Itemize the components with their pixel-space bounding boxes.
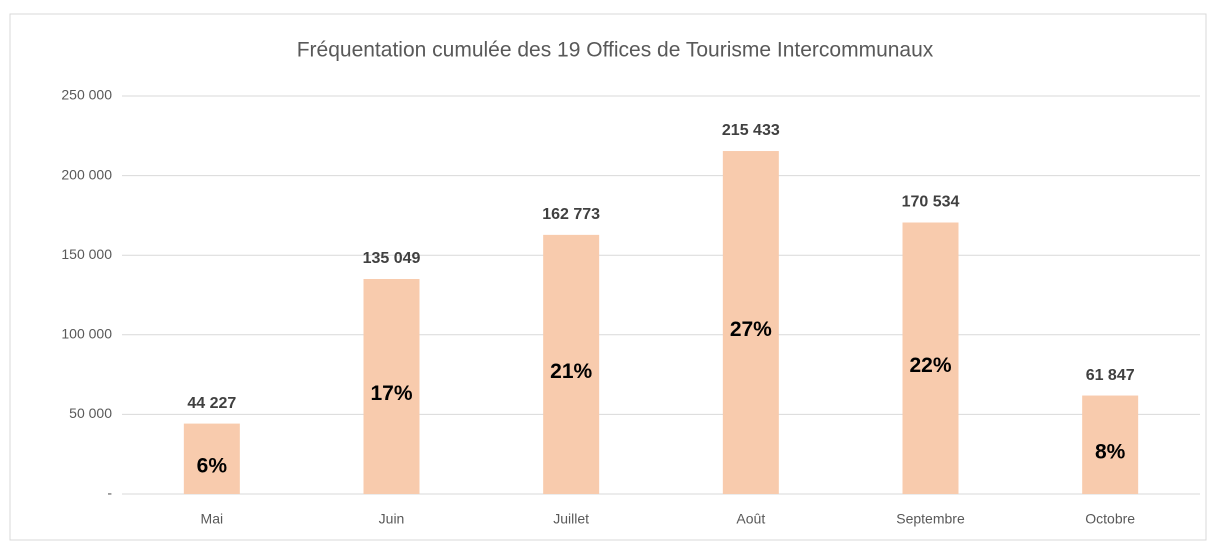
value-label: 135 049: [363, 250, 421, 267]
x-tick-label: Août: [736, 511, 765, 527]
y-tick-label: 250 000: [61, 87, 112, 103]
x-tick-label: Octobre: [1085, 511, 1135, 527]
share-label: 6%: [197, 454, 228, 477]
share-label: 27%: [730, 318, 772, 341]
share-label: 17%: [370, 382, 412, 405]
value-label: 170 534: [902, 194, 960, 211]
value-label: 44 227: [187, 395, 236, 412]
y-tick-label: 150 000: [61, 246, 112, 262]
share-label: 21%: [550, 360, 592, 383]
value-label: 215 433: [722, 122, 780, 139]
chart-title: Fréquentation cumulée des 19 Offices de …: [297, 39, 934, 62]
bar: [1082, 395, 1139, 494]
value-label: 61 847: [1086, 367, 1135, 384]
x-tick-label: Juin: [379, 511, 405, 527]
share-label: 22%: [909, 354, 951, 377]
bar: [902, 222, 959, 494]
bar: [543, 234, 600, 494]
y-tick-label: 50 000: [69, 405, 112, 421]
y-tick-label: 200 000: [61, 166, 112, 182]
bar: [183, 423, 240, 494]
x-tick-label: Septembre: [896, 511, 965, 527]
x-tick-label: Mai: [201, 511, 224, 527]
share-label: 8%: [1095, 440, 1126, 463]
bar: [363, 279, 420, 494]
y-tick-label: 100 000: [61, 326, 112, 342]
bar: [722, 151, 779, 494]
x-tick-label: Juillet: [553, 511, 589, 527]
y-tick-label: -: [107, 485, 112, 501]
value-label: 162 773: [542, 206, 600, 223]
